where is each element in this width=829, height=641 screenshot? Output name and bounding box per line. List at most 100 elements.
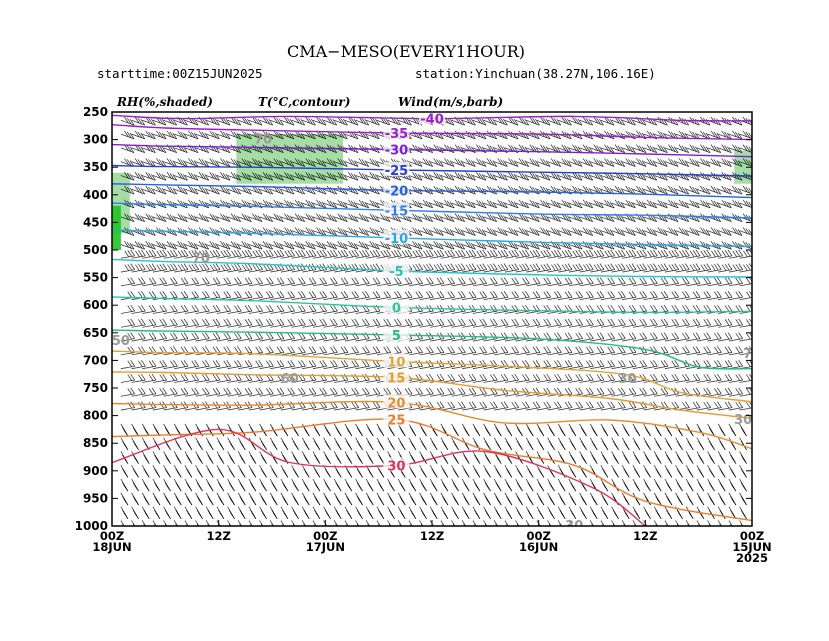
wind-barb [238,387,253,397]
wind-barb-feather [148,401,154,409]
wind-barb-feather [311,174,316,181]
wind-barb-feather [273,250,279,258]
wind-barb-feather [212,291,218,298]
wind-barb-feather [343,215,348,222]
wind-barb-staff [312,338,327,342]
wind-barb-staff [248,520,253,526]
wind-barb [120,130,135,140]
wind-barb [312,360,328,370]
wind-barb [280,158,295,167]
wind-barb [270,291,285,301]
wind-barb [280,249,296,259]
wind-barb [141,465,150,478]
wind-barb [131,465,139,478]
wind-barb-feather [362,346,367,354]
wind-barb-feather [262,158,268,165]
wind-barb [206,185,220,195]
wind-barb [205,492,214,506]
wind-barb [120,387,136,397]
wind-barb-feather [321,174,327,181]
wind-barb-staff [259,379,274,383]
wind-barb-feather [290,332,296,339]
wind-barb [366,130,380,140]
wind-barb [355,277,370,287]
wind-barb-feather [343,118,348,126]
wind-barb-feather [247,318,253,326]
wind-barb [141,478,150,492]
wind-barb-staff [120,175,135,181]
wind-barb-feather [375,118,380,126]
wind-barb-staff [216,147,231,154]
wind-barb-feather [262,227,268,234]
wind-barb-feather [343,201,348,209]
wind-barb-feather [311,132,316,140]
wind-barb-feather [294,130,300,138]
wind-barb [334,199,348,209]
wind-barb-staff [355,244,369,250]
wind-barb-staff [280,379,295,383]
wind-barb-feather [369,158,375,165]
wind-barb-feather [348,527,352,533]
wind-barb [238,130,252,140]
wind-barb-feather [170,305,175,312]
wind-barb-staff [248,133,263,140]
wind-barb-staff [334,283,349,287]
wind-barb-feather [137,228,143,235]
wind-barb-feather [301,401,306,408]
wind-barb-feather [177,527,181,533]
wind-barb-staff [248,407,263,411]
wind-barb [195,249,210,259]
wind-barb [334,249,349,259]
wind-barb-feather [284,158,289,165]
wind-barb-feather [364,160,370,167]
wind-barb-staff [174,283,189,287]
wind-barb-feather [330,401,335,409]
wind-barb-feather [346,523,349,526]
wind-barb-feather [180,214,185,221]
wind-barb-feather [369,199,375,207]
wind-barb-feather [143,427,149,434]
wind-barb-feather [318,200,324,208]
wind-barb-staff [184,520,189,526]
wind-barb-staff [174,393,189,397]
wind-barb-feather [124,130,129,138]
wind-barb-feather [228,496,234,503]
wind-barb-staff [366,255,381,259]
wind-barb-feather [268,187,274,195]
wind-barb-feather [198,158,204,165]
wind-barb-staff [163,269,178,273]
wind-barb-staff [312,255,327,259]
wind-barb-feather [164,509,170,517]
wind-barb-feather [305,199,311,207]
wind-barb-feather [215,249,221,257]
wind-barb [174,240,188,250]
wind-barb-feather [333,346,338,353]
wind-barb-staff [120,520,125,526]
wind-barb-staff [152,520,157,526]
wind-barb-feather [127,374,133,381]
wind-barb-feather [126,242,132,249]
wind-barb [227,318,242,328]
wind-barb-staff [131,244,145,250]
wind-barb [344,227,359,236]
wind-barb-staff [142,255,157,259]
wind-barb [312,213,327,223]
wind-barb [195,277,210,287]
wind-barb [131,451,139,464]
wind-barb-feather [305,527,309,533]
wind-barb-staff [120,283,135,287]
wind-barb-staff [152,324,167,328]
wind-barb-staff [120,216,135,223]
wind-barb-feather [199,527,203,533]
wind-barb-feather [177,264,183,271]
wind-barb [248,158,263,167]
wind-barb-feather [308,332,314,340]
wind-barb [248,360,264,370]
wind-barb-feather [279,215,284,222]
wind-barb-staff [227,244,241,250]
wind-barb-feather [196,440,202,448]
wind-barb-staff [323,310,338,314]
wind-barb [344,451,353,464]
wind-barb [195,387,210,397]
wind-barb-feather [193,243,199,250]
